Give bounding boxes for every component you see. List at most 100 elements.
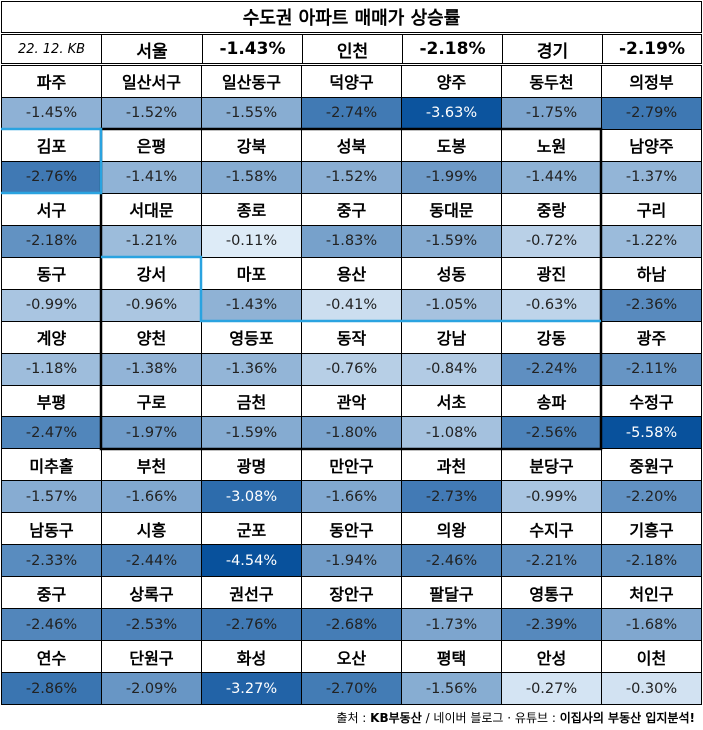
region-change-value: -1.66% <box>102 481 202 514</box>
region-change-value: -1.36% <box>202 353 302 386</box>
region-change-value: -1.55% <box>202 97 302 130</box>
region-change-value: -1.21% <box>102 225 202 258</box>
region-change-value: -3.08% <box>202 481 302 514</box>
region-change-value: -2.53% <box>102 609 202 642</box>
region-name: 노원 <box>502 129 602 162</box>
region-name: 분당구 <box>502 449 602 482</box>
region-change-value: -1.99% <box>402 161 502 194</box>
header-incheon-value: -2.18% <box>403 35 503 63</box>
source-note: 출처 : KB부동산 / 네이버 블로그 · 유튜브 : 이집사의 부동산 입지… <box>336 709 695 726</box>
region-change-value: -1.56% <box>402 673 502 705</box>
region-name: 영등포 <box>202 321 302 354</box>
region-change-value: -2.11% <box>602 353 702 386</box>
region-name: 김포 <box>2 129 102 162</box>
region-name: 군포 <box>202 513 302 546</box>
region-name: 동작 <box>302 321 402 354</box>
region-name: 중구 <box>302 193 402 226</box>
region-name: 중랑 <box>502 193 602 226</box>
region-name: 오산 <box>302 641 402 674</box>
region-change-value: -2.79% <box>602 97 702 130</box>
region-name: 이천 <box>602 641 702 674</box>
region-name: 광주 <box>602 321 702 354</box>
source-rest: 네이버 블로그 · 유튜브 : <box>433 711 560 725</box>
region-change-value: -2.46% <box>2 609 102 642</box>
region-name: 마포 <box>202 257 302 290</box>
region-name: 계양 <box>2 321 102 354</box>
region-change-value: -2.46% <box>402 545 502 578</box>
region-name: 수지구 <box>502 513 602 546</box>
region-name: 성북 <box>302 129 402 162</box>
region-change-value: -0.72% <box>502 225 602 258</box>
region-name: 은평 <box>102 129 202 162</box>
region-name: 일산서구 <box>102 66 202 98</box>
region-name: 단원구 <box>102 641 202 674</box>
region-change-value: -2.09% <box>102 673 202 705</box>
region-name: 권선구 <box>202 577 302 610</box>
region-name: 수정구 <box>602 385 702 418</box>
region-change-value: -0.99% <box>502 481 602 514</box>
region-name: 의정부 <box>602 66 702 98</box>
date-label: 22. 12. KB <box>2 35 102 63</box>
region-change-value: -1.73% <box>402 609 502 642</box>
region-name: 서대문 <box>102 193 202 226</box>
source-kb: KB부동산 <box>370 711 422 725</box>
region-change-value: -0.30% <box>602 673 702 705</box>
header-seoul-label: 서울 <box>102 35 203 63</box>
region-change-value: -1.41% <box>102 161 202 194</box>
region-name: 강동 <box>502 321 602 354</box>
region-change-value: -2.24% <box>502 353 602 386</box>
region-name: 일산동구 <box>202 66 302 98</box>
region-name: 강남 <box>402 321 502 354</box>
region-name: 구로 <box>102 385 202 418</box>
source-slash: / <box>421 711 434 725</box>
region-name: 용산 <box>302 257 402 290</box>
region-change-value: -3.27% <box>202 673 302 705</box>
table-title: 수도권 아파트 매매가 상승률 <box>1 1 702 33</box>
region-change-value: -1.52% <box>302 161 402 194</box>
region-name: 과천 <box>402 449 502 482</box>
summary-header: 22. 12. KB 서울 -1.43% 인천 -2.18% 경기 -2.19% <box>1 34 702 64</box>
header-incheon-label: 인천 <box>303 35 403 63</box>
region-name: 하남 <box>602 257 702 290</box>
header-gyeonggi-label: 경기 <box>503 35 603 63</box>
region-change-value: -1.58% <box>202 161 302 194</box>
region-name: 동안구 <box>302 513 402 546</box>
region-name: 종로 <box>202 193 302 226</box>
region-change-value: -2.33% <box>2 545 102 578</box>
header-seoul-value: -1.43% <box>203 35 303 63</box>
region-change-value: -0.27% <box>502 673 602 705</box>
region-name: 동구 <box>2 257 102 290</box>
region-change-value: -2.44% <box>102 545 202 578</box>
region-change-value: -2.39% <box>502 609 602 642</box>
region-change-value: -0.76% <box>302 353 402 386</box>
region-change-value: -2.18% <box>602 545 702 578</box>
region-name: 팔달구 <box>402 577 502 610</box>
region-change-value: -2.70% <box>302 673 402 705</box>
region-change-value: -1.57% <box>2 481 102 514</box>
region-name: 중원구 <box>602 449 702 482</box>
source-prefix: 출처 : <box>336 711 371 725</box>
region-name: 강북 <box>202 129 302 162</box>
region-name: 동두천 <box>502 66 602 98</box>
region-name: 장안구 <box>302 577 402 610</box>
region-name: 구리 <box>602 193 702 226</box>
region-name: 서구 <box>2 193 102 226</box>
region-change-value: -1.59% <box>402 225 502 258</box>
region-grid: 파주 일산서구 일산동구 덕양구 양주 동두천 의정부 -1.45% -1.52% -1.55% -… <box>1 65 702 705</box>
region-change-value: -2.74% <box>302 97 402 130</box>
header-gyeonggi-value: -2.19% <box>618 39 686 59</box>
region-change-value: -5.58% <box>602 417 702 450</box>
region-change-value: -1.18% <box>2 353 102 386</box>
region-change-value: -4.54% <box>202 545 302 578</box>
region-name: 서초 <box>402 385 502 418</box>
region-change-value: -0.99% <box>2 289 102 322</box>
region-name: 양천 <box>102 321 202 354</box>
region-name: 화성 <box>202 641 302 674</box>
region-change-value: -2.86% <box>2 673 102 705</box>
region-change-value: -1.38% <box>102 353 202 386</box>
region-change-value: -2.36% <box>602 289 702 322</box>
region-change-value: -1.08% <box>402 417 502 450</box>
region-change-value: -2.76% <box>2 161 102 194</box>
region-change-value: -2.56% <box>502 417 602 450</box>
region-change-value: -1.22% <box>602 225 702 258</box>
